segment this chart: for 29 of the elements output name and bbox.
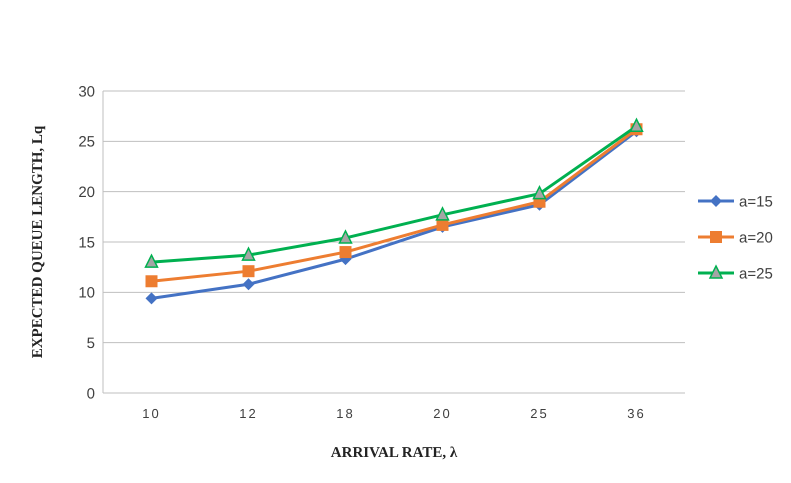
- y-tick-label: 25: [78, 134, 95, 151]
- x-tick-label: 12: [239, 406, 258, 421]
- point: [242, 265, 254, 278]
- point: [630, 118, 644, 132]
- point: [146, 292, 158, 304]
- y-tick-label: 20: [78, 184, 95, 201]
- x-tick-label: 25: [530, 406, 549, 421]
- x-axis-title: ARRIVAL RATE, λ: [330, 445, 458, 461]
- x-tick-label: 20: [433, 406, 452, 421]
- point: [532, 186, 546, 200]
- x-tick-label: 36: [627, 406, 646, 421]
- legend-label: a=25: [739, 265, 773, 282]
- point: [146, 275, 158, 288]
- x-tick-label: 18: [336, 406, 355, 421]
- point: [436, 207, 450, 221]
- y-tick-label: 15: [78, 234, 95, 252]
- point: [242, 247, 256, 261]
- y-tick-label: 10: [78, 284, 95, 302]
- y-axis-title: EXPECTED QUEUE LENGTH, Lq: [30, 125, 46, 358]
- point: [340, 246, 352, 258]
- point: [242, 278, 254, 290]
- y-tick-label: 0: [86, 385, 95, 402]
- point: [144, 254, 158, 268]
- point: [338, 230, 352, 244]
- legend-label: a=15: [739, 193, 773, 210]
- y-tick-label: 5: [86, 334, 95, 352]
- legend-label: a=20: [739, 229, 773, 246]
- x-tick-label: 10: [142, 406, 161, 421]
- y-tick-label: 30: [78, 83, 95, 100]
